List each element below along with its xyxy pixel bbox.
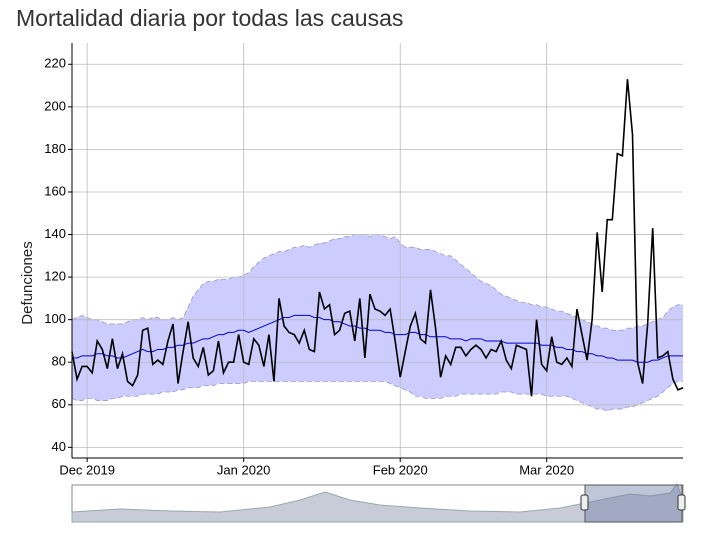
x-tick-label: Mar 2020: [519, 462, 574, 477]
series-line: [72, 314, 683, 363]
range-handle[interactable]: [677, 494, 686, 511]
x-tick-label: Feb 2020: [373, 462, 428, 477]
confidence-band: [72, 234, 683, 412]
y-tick-label: 100: [44, 311, 66, 326]
x-tick-label: Jan 2020: [217, 462, 271, 477]
band-edge: [71, 380, 683, 412]
x-tick-label: Dec 2019: [59, 462, 115, 477]
y-axis-label: Defunciones: [19, 241, 36, 324]
range-selector[interactable]: [71, 482, 686, 523]
y-tick-label: 40: [52, 439, 66, 454]
series-line: [71, 79, 684, 397]
range-handle[interactable]: [580, 494, 589, 511]
y-tick-label: 80: [52, 354, 66, 369]
y-tick-label: 60: [52, 396, 66, 411]
range-selector-window: [584, 484, 683, 523]
y-tick-label: 220: [44, 56, 66, 71]
range-selector-preview: [71, 482, 684, 523]
y-tick-label: 140: [44, 226, 66, 241]
y-tick-label: 160: [44, 183, 66, 198]
y-tick-label: 120: [44, 269, 66, 284]
plot-area: 40 60 80 100 120 140 160 180 200 220 Dec 2019 Jan 2…: [44, 43, 684, 477]
chart-title: Mortalidad diaria por todas las causas: [16, 5, 403, 31]
y-tick-label: 200: [44, 98, 66, 113]
y-tick-label: 180: [44, 141, 66, 156]
